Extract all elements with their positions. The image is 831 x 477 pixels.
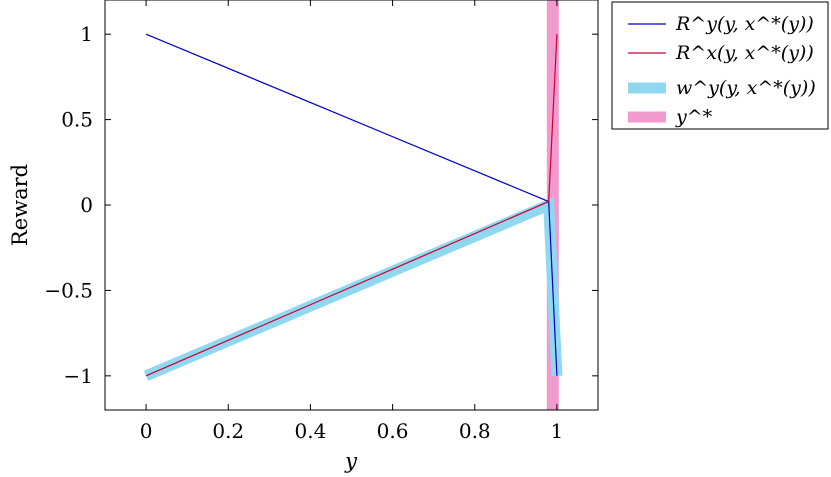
y-tick-label: −1 <box>64 364 93 388</box>
legend-entry-rx: R^x(y, x^*(y)) <box>628 42 814 64</box>
legend-label-ry: R^y(y, x^*(y)) <box>675 13 814 35</box>
x-tick-label: 0 <box>140 419 153 443</box>
legend-label-wy: w^y(y, x^*(y)) <box>676 77 816 99</box>
series-rx-line <box>145 34 558 377</box>
x-axis-label: y <box>344 449 358 473</box>
x-tick-label: 1 <box>551 419 564 443</box>
x-tick-label: 0.6 <box>377 419 409 443</box>
legend-entry-ry: R^y(y, x^*(y)) <box>628 13 814 35</box>
y-tick-label: 1 <box>80 22 93 46</box>
series-layer <box>143 0 563 410</box>
legend-label-rx: R^x(y, x^*(y)) <box>675 42 814 64</box>
series-wy-line <box>143 196 563 381</box>
legend: R^y(y, x^*(y)) R^x(y, x^*(y)) w^y(y, x^*… <box>611 1 829 130</box>
legend-label-ystar: y^* <box>675 106 713 128</box>
y-tick-label: −0.5 <box>44 278 93 302</box>
x-tick-label: 0.2 <box>212 419 244 443</box>
plot-frame <box>104 0 599 411</box>
x-tick-label: 0.4 <box>295 419 327 443</box>
y-tick-label: 0.5 <box>61 108 93 132</box>
legend-entry-ystar: y^* <box>628 106 713 128</box>
y-tick-label: 0 <box>80 193 93 217</box>
series-ry-line <box>145 33 558 376</box>
y-axis-label: Reward <box>8 164 32 246</box>
legend-box <box>611 1 829 130</box>
x-tick-label: 0.8 <box>459 419 491 443</box>
legend-entry-wy: w^y(y, x^*(y)) <box>628 77 816 99</box>
ticks-layer: 0 0.2 0.4 0.6 0.8 1 1 0.5 0 −0.5 −1 <box>44 0 598 443</box>
